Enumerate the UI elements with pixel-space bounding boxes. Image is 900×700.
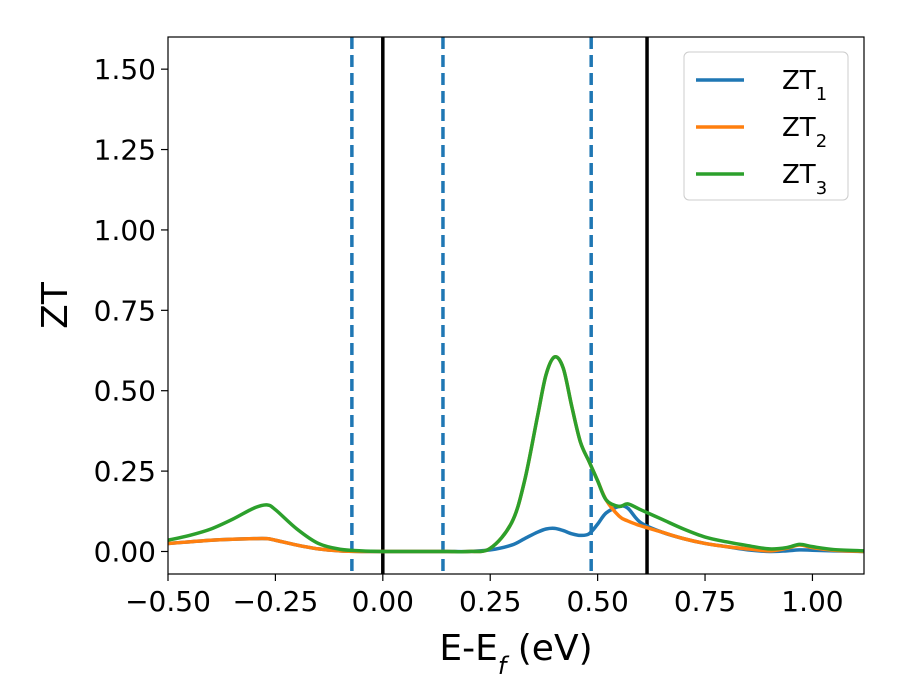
y-tick-label: 0.75 xyxy=(94,294,156,327)
plot-frame xyxy=(167,36,865,575)
legend-label-2: ZT2 xyxy=(782,113,827,152)
x-tick-label: 0.25 xyxy=(459,585,521,618)
x-tick-label: 0.00 xyxy=(352,585,414,618)
x-tick-label: −0.25 xyxy=(233,585,319,618)
x-tick-label: −0.50 xyxy=(125,585,211,618)
series-line-2 xyxy=(167,355,865,554)
x-tick-label: 1.00 xyxy=(781,585,843,618)
reference-lines xyxy=(350,37,649,574)
series-line-3 xyxy=(167,355,865,554)
y-axis-ticks: 0.00 0.25 0.50 0.75 1.00 1.25 1.50 xyxy=(94,53,168,568)
y-tick-label: 1.50 xyxy=(94,53,156,86)
x-axis-label: E-Ef (eV) xyxy=(439,628,592,680)
legend: ZT1 ZT2 ZT3 xyxy=(683,51,849,201)
y-tick-label: 0.00 xyxy=(94,535,156,568)
y-tick-label: 0.25 xyxy=(94,455,156,488)
x-axis-ticks: −0.50 −0.25 0.00 0.25 0.50 0.75 1.00 xyxy=(125,574,844,618)
y-tick-label: 1.25 xyxy=(94,134,156,167)
legend-label-3: ZT3 xyxy=(782,160,827,199)
y-tick-label: 0.50 xyxy=(94,375,156,408)
x-tick-label: 0.50 xyxy=(566,585,628,618)
legend-box xyxy=(683,51,849,201)
series-lines xyxy=(167,355,865,554)
y-tick-label: 1.00 xyxy=(94,214,156,247)
y-axis-label: ZT xyxy=(35,281,76,329)
legend-label-1: ZT1 xyxy=(782,66,827,105)
x-tick-label: 0.75 xyxy=(674,585,736,618)
